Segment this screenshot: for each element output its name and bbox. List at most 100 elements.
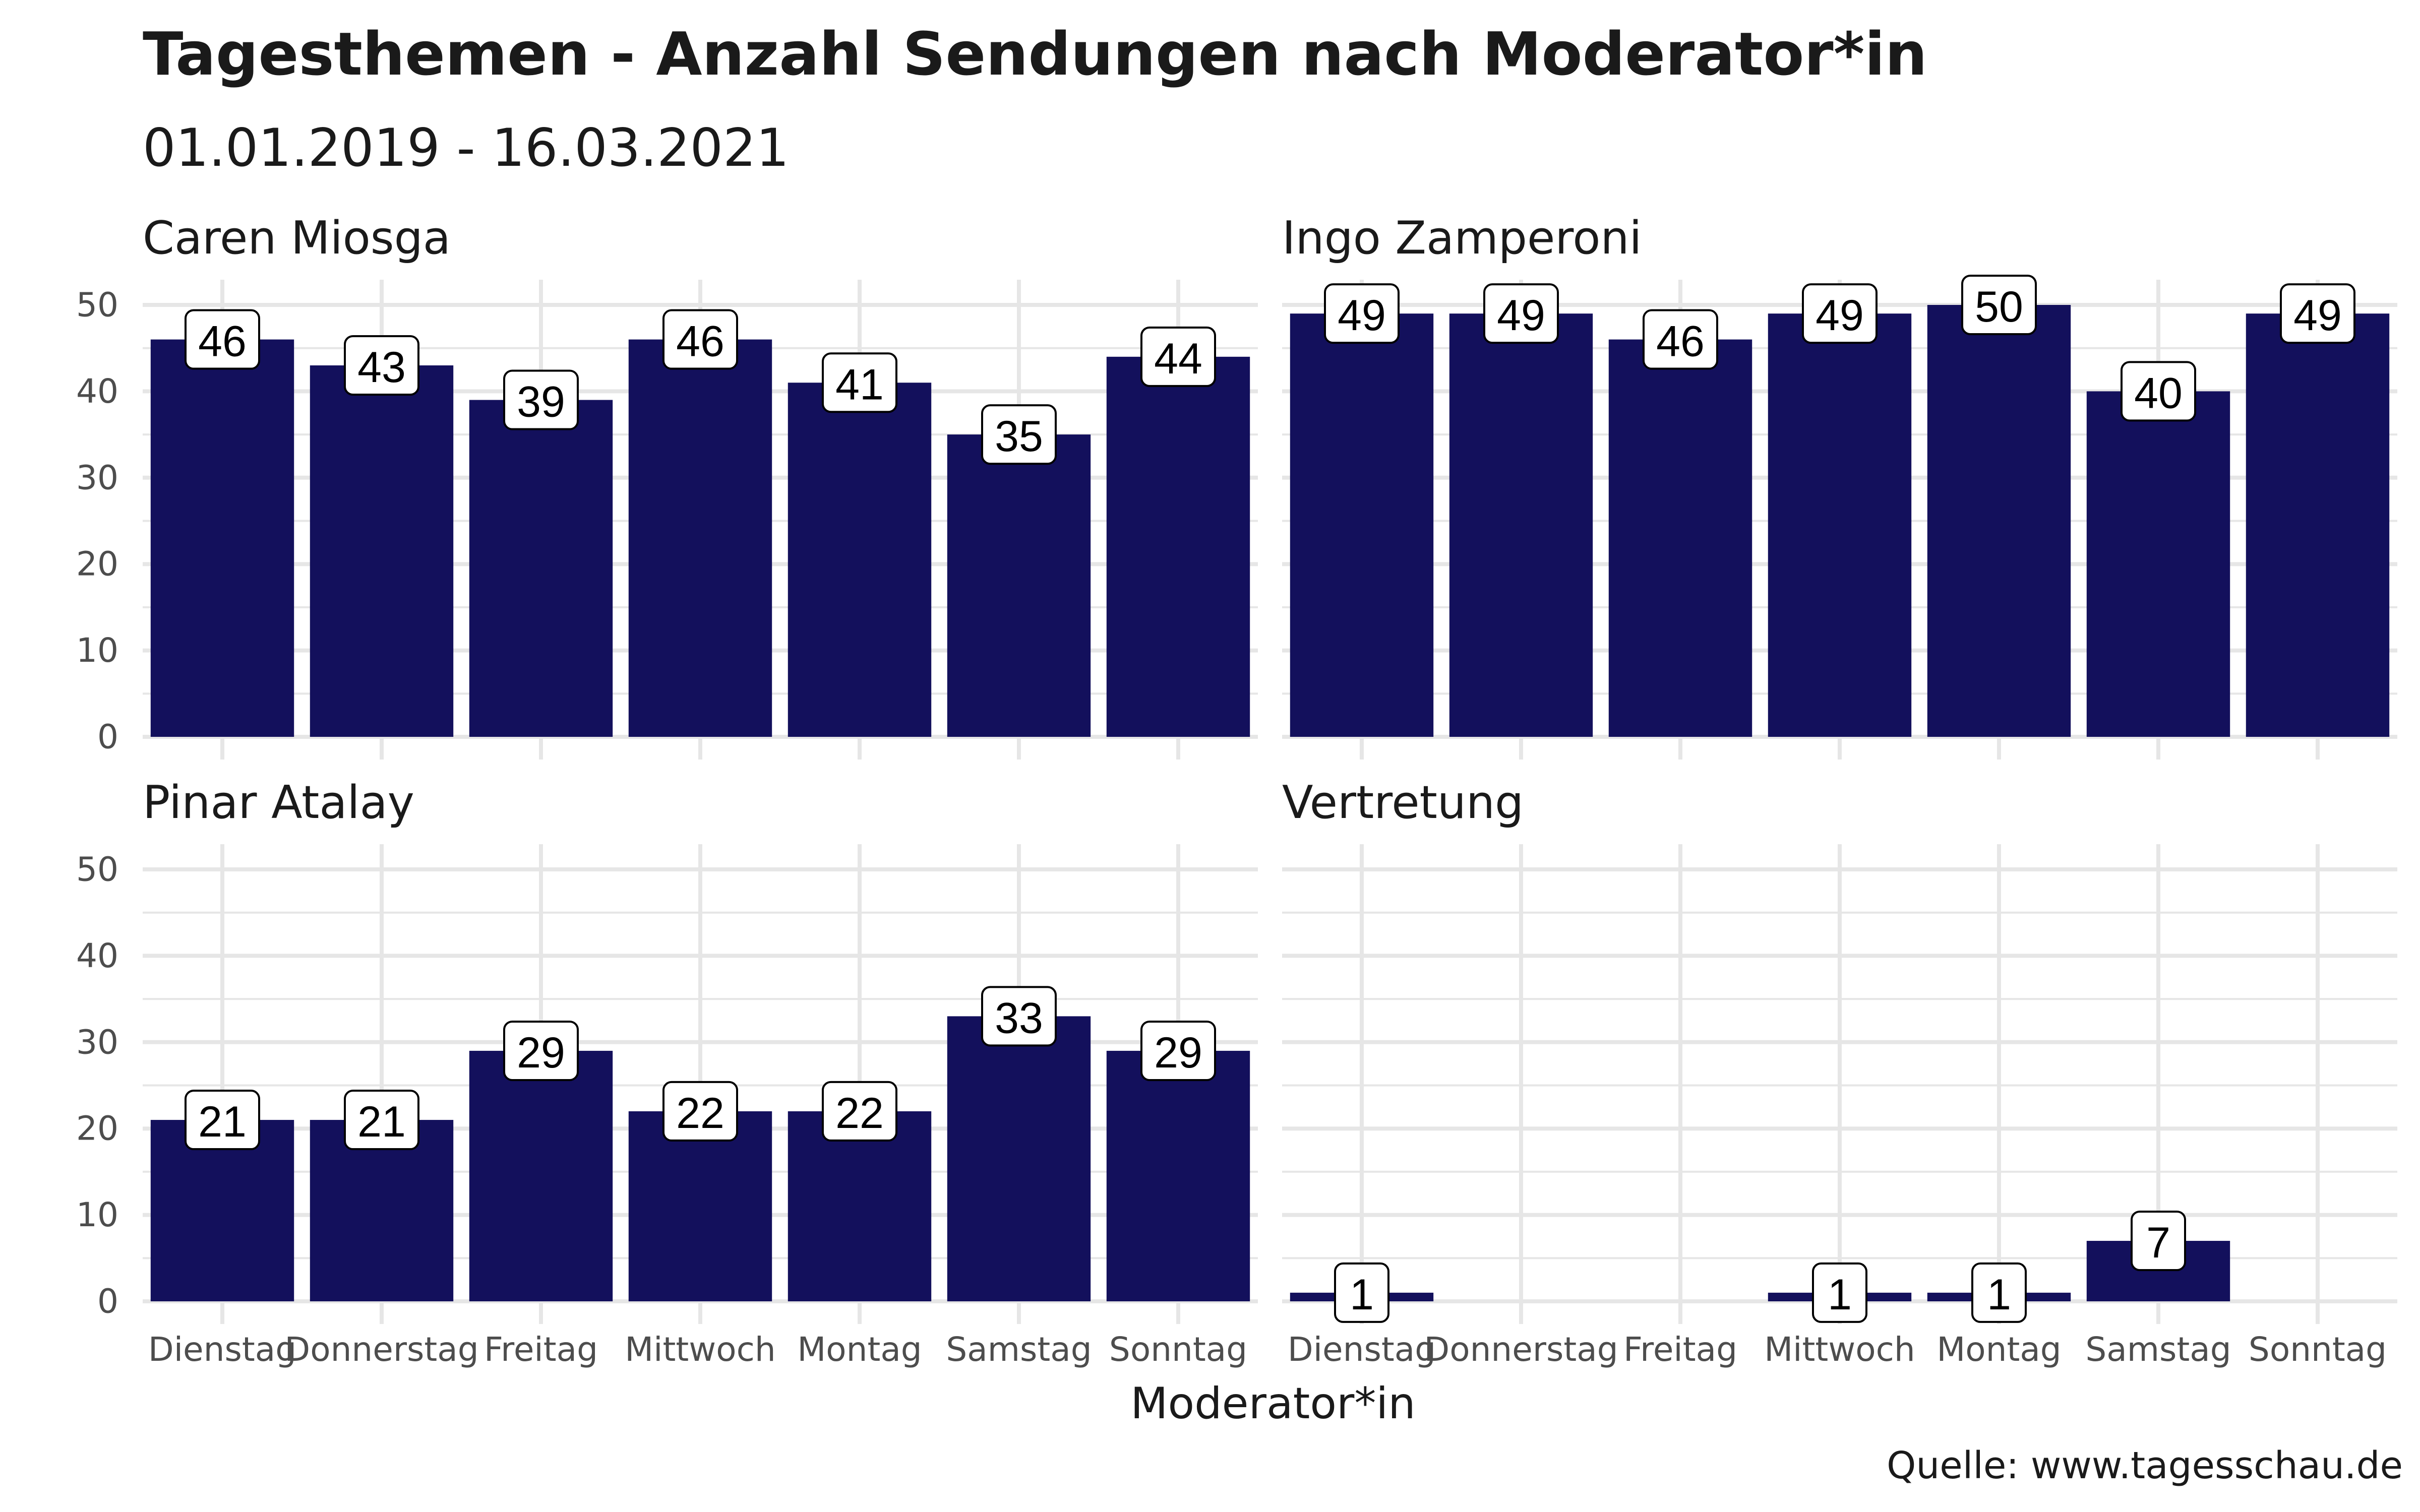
data-label-box bbox=[2121, 361, 2196, 422]
bar-ingo-zamperoni-samstag bbox=[2086, 391, 2230, 737]
data-label-box bbox=[1812, 1262, 1867, 1323]
bar-caren-miosga-samstag bbox=[947, 434, 1091, 737]
bar-ingo-zamperoni-dienstag bbox=[1290, 313, 1434, 737]
source-caption: Quelle: www.tagesschau.de bbox=[1887, 1444, 2403, 1487]
data-label: 21 bbox=[198, 1098, 247, 1146]
data-label-box bbox=[503, 1020, 579, 1081]
bar-caren-miosga-dienstag bbox=[150, 339, 294, 737]
data-label: 43 bbox=[357, 343, 406, 392]
data-label-box bbox=[981, 404, 1057, 465]
x-tick-label: Mittwoch bbox=[625, 1330, 776, 1369]
data-label: 49 bbox=[1816, 291, 1864, 340]
chart-subtitle: 01.01.2019 - 16.03.2021 bbox=[143, 118, 790, 178]
y-tick-label: 0 bbox=[97, 718, 118, 757]
x-tick-label: Montag bbox=[1937, 1330, 2061, 1369]
x-tick-label: Samstag bbox=[946, 1330, 1092, 1369]
data-label: 1 bbox=[1987, 1271, 2011, 1319]
bar-caren-miosga-sonntag bbox=[1106, 356, 1250, 737]
data-label: 7 bbox=[2146, 1219, 2170, 1267]
x-tick-label: Donnerstag bbox=[284, 1330, 478, 1369]
data-label-box bbox=[344, 335, 419, 396]
bar-caren-miosga-donnerstag bbox=[310, 365, 454, 737]
x-tick-label: Dienstag bbox=[1288, 1330, 1436, 1369]
x-tick-label: Samstag bbox=[2085, 1330, 2231, 1369]
data-label: 21 bbox=[357, 1098, 406, 1146]
x-axis-label: Moderator*in bbox=[1130, 1378, 1416, 1429]
data-label-box bbox=[1324, 283, 1400, 344]
data-label-box bbox=[1961, 275, 2037, 335]
panel-title-ingo-zamperoni: Ingo Zamperoni bbox=[1282, 212, 1642, 265]
bar-caren-miosga-mittwoch bbox=[628, 339, 772, 737]
data-label-box bbox=[1971, 1262, 2027, 1323]
data-label-box bbox=[503, 369, 579, 430]
data-label: 33 bbox=[995, 994, 1043, 1042]
bar-pinar-atalay-samstag bbox=[947, 1016, 1091, 1301]
data-label: 40 bbox=[2134, 369, 2183, 417]
bar-ingo-zamperoni-montag bbox=[1927, 305, 2071, 737]
data-label: 50 bbox=[1975, 283, 2023, 331]
bar-ingo-zamperoni-sonntag bbox=[2246, 313, 2390, 737]
data-label: 22 bbox=[835, 1089, 884, 1138]
data-label-box bbox=[822, 352, 897, 413]
data-label: 1 bbox=[1828, 1271, 1852, 1319]
data-label-box bbox=[981, 986, 1057, 1047]
data-label: 1 bbox=[1350, 1271, 1374, 1319]
y-tick-label: 40 bbox=[76, 936, 118, 975]
bar-pinar-atalay-montag bbox=[788, 1111, 932, 1301]
data-label-box bbox=[822, 1081, 897, 1142]
y-tick-label: 10 bbox=[76, 1195, 118, 1234]
data-label-box bbox=[1802, 283, 1878, 344]
y-tick-label: 50 bbox=[76, 850, 118, 889]
x-tick-label: Freitag bbox=[484, 1330, 598, 1369]
bar-caren-miosga-freitag bbox=[469, 400, 613, 737]
y-tick-label: 0 bbox=[97, 1282, 118, 1321]
data-label: 46 bbox=[1656, 318, 1705, 366]
x-tick-label: Freitag bbox=[1623, 1330, 1737, 1369]
y-tick-label: 10 bbox=[76, 631, 118, 670]
data-label-box bbox=[662, 309, 738, 370]
x-tick-label: Sonntag bbox=[2249, 1330, 2387, 1369]
data-label-box bbox=[185, 1090, 260, 1151]
x-tick-label: Dienstag bbox=[148, 1330, 296, 1369]
data-label-box bbox=[662, 1081, 738, 1142]
data-label-box bbox=[1140, 326, 1216, 387]
y-tick-label: 30 bbox=[76, 458, 118, 497]
data-label-box bbox=[1334, 1262, 1389, 1323]
panel-title-pinar-atalay: Pinar Atalay bbox=[143, 776, 414, 829]
bar-pinar-atalay-mittwoch bbox=[628, 1111, 772, 1301]
data-label-box bbox=[2280, 283, 2355, 344]
x-tick-label: Sonntag bbox=[1109, 1330, 1247, 1369]
data-label: 39 bbox=[517, 378, 565, 426]
y-tick-label: 40 bbox=[76, 372, 118, 411]
data-label-box bbox=[185, 309, 260, 370]
data-label-box bbox=[1140, 1020, 1216, 1081]
data-label: 41 bbox=[835, 360, 884, 409]
bar-ingo-zamperoni-freitag bbox=[1608, 339, 1752, 737]
bar-pinar-atalay-freitag bbox=[469, 1050, 613, 1301]
x-tick-label: Donnerstag bbox=[1424, 1330, 1618, 1369]
data-label: 35 bbox=[995, 412, 1043, 461]
chart-title: Tagesthemen - Anzahl Sendungen nach Mode… bbox=[143, 19, 1927, 89]
y-tick-label: 30 bbox=[76, 1023, 118, 1061]
data-label: 46 bbox=[198, 318, 247, 366]
data-label: 44 bbox=[1154, 335, 1202, 383]
data-label: 46 bbox=[676, 318, 724, 366]
data-label-box bbox=[344, 1090, 419, 1151]
panel-title-vertretung: Vertretung bbox=[1282, 776, 1524, 829]
bar-pinar-atalay-sonntag bbox=[1106, 1050, 1250, 1301]
data-label: 29 bbox=[1154, 1029, 1202, 1077]
panel-title-caren-miosga: Caren Miosga bbox=[143, 212, 451, 265]
bar-caren-miosga-montag bbox=[788, 383, 932, 737]
data-label: 49 bbox=[1497, 291, 1545, 340]
bar-ingo-zamperoni-donnerstag bbox=[1449, 313, 1593, 737]
bar-ingo-zamperoni-mittwoch bbox=[1768, 313, 1912, 737]
data-label: 29 bbox=[517, 1029, 565, 1077]
data-label-box bbox=[1483, 283, 1559, 344]
data-label: 22 bbox=[676, 1089, 724, 1138]
y-tick-label: 50 bbox=[76, 286, 118, 325]
data-label: 49 bbox=[2293, 291, 2342, 340]
data-label-box bbox=[1643, 309, 1718, 370]
x-tick-label: Mittwoch bbox=[1764, 1330, 1915, 1369]
x-tick-label: Montag bbox=[797, 1330, 922, 1369]
